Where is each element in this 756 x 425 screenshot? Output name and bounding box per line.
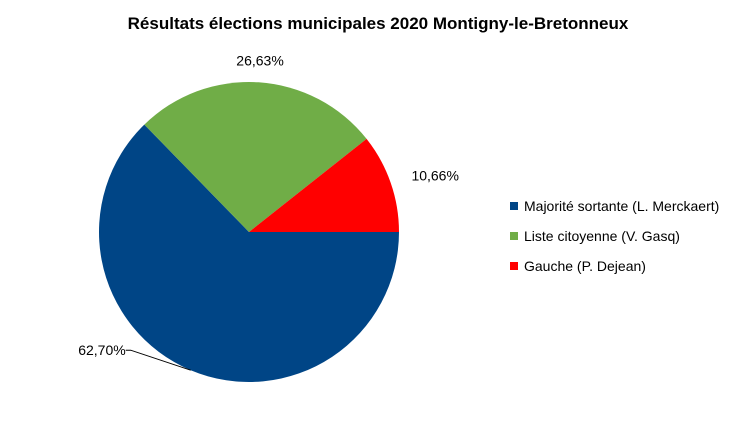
legend-label-gauche: Gauche (P. Dejean) [524,258,646,274]
legend-swatch-liste-citoyenne [510,232,518,240]
legend-item-majorite: Majorité sortante (L. Merckaert) [510,191,719,221]
pie-slice-majorite [99,124,400,382]
chart-title: Résultats élections municipales 2020 Mon… [127,14,629,33]
legend-swatch-gauche [510,262,518,270]
leader-line-majorite [125,349,191,371]
legend: Majorité sortante (L. Merckaert) Liste c… [510,191,719,281]
legend-item-gauche: Gauche (P. Dejean) [510,251,719,281]
data-label-liste-citoyenne: 26,63% [236,52,283,68]
pie-slice-gauche [249,138,399,232]
legend-swatch-majorite [510,202,518,210]
data-label-majorite: 62,70% [78,342,125,358]
legend-label-majorite: Majorité sortante (L. Merckaert) [524,198,720,214]
pie-slice-liste-citoyenne [144,81,367,232]
legend-label-liste-citoyenne: Liste citoyenne (V. Gasq) [524,228,680,244]
legend-item-liste-citoyenne: Liste citoyenne (V. Gasq) [510,221,719,251]
data-label-gauche: 10,66% [411,167,458,183]
